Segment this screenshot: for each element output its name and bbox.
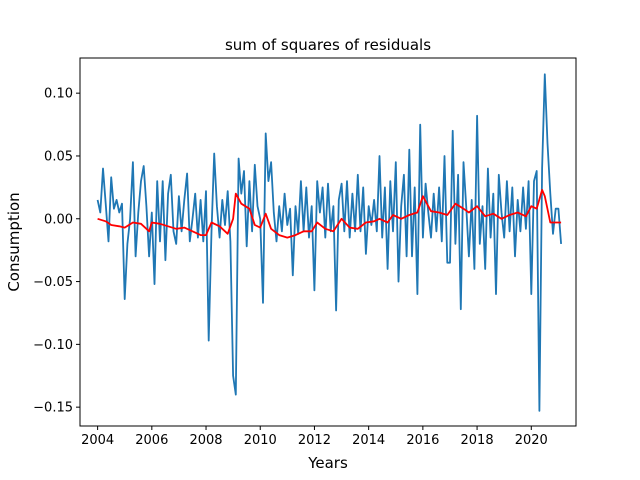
- x-tick-label: 2008: [189, 433, 222, 448]
- x-axis: 2004 2006 2008 2010 2012 2014 2016 2018 2020: [81, 426, 548, 448]
- y-tick-label: −0.05: [33, 275, 73, 290]
- series-line-1: [96, 73, 562, 412]
- x-tick-label: 2016: [406, 433, 439, 448]
- y-tick-label: −0.15: [33, 401, 73, 416]
- x-tick-label: 2012: [298, 433, 331, 448]
- x-tick-label: 2010: [244, 433, 277, 448]
- y-tick-label: 0.00: [44, 212, 73, 227]
- y-tick-label: 0.05: [44, 149, 73, 164]
- x-tick-label: 2006: [135, 433, 168, 448]
- plot-frame: [79, 57, 577, 427]
- chart-title: sum of squares of residuals: [225, 36, 431, 54]
- x-axis-label: Years: [307, 454, 348, 472]
- y-tick-label: 0.10: [44, 87, 73, 102]
- x-tick-label: 2018: [461, 433, 494, 448]
- series-layer: [96, 73, 562, 412]
- x-tick-label: 2014: [352, 433, 385, 448]
- x-tick-label: 2020: [515, 433, 548, 448]
- y-axis-label: Consumption: [5, 192, 23, 291]
- y-tick-label: −0.10: [33, 338, 73, 353]
- series-line-2: [97, 189, 562, 239]
- y-axis: −0.15 −0.10 −0.05 0.00 0.05 0.10: [33, 87, 80, 416]
- x-tick-label: 2004: [81, 433, 114, 448]
